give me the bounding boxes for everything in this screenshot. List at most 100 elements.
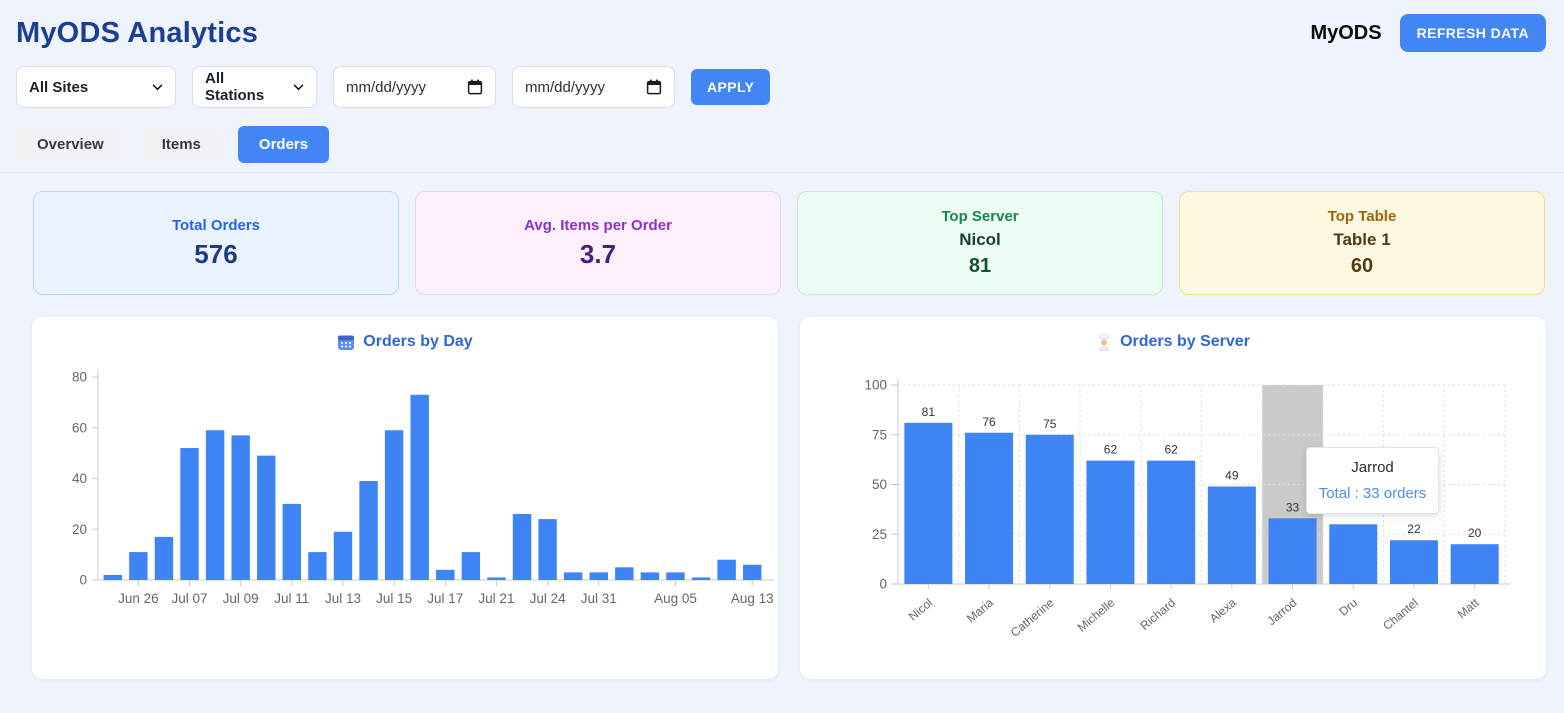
stat-label: Total Orders (171, 216, 261, 234)
chef-icon (1098, 333, 1110, 351)
day-bar-20[interactable] (615, 567, 634, 580)
day-bar-1[interactable] (129, 552, 148, 580)
refresh-data-button[interactable]: REFRESH DATA (1399, 14, 1546, 52)
tab-items[interactable]: Items (140, 126, 222, 163)
bar-value-label: 49 (1225, 468, 1239, 482)
bar-value-label: 33 (1286, 500, 1300, 514)
day-bar-17[interactable] (538, 519, 557, 580)
day-bar-18[interactable] (563, 572, 583, 580)
y-tick-label: 40 (72, 471, 87, 486)
day-bar-14[interactable] (461, 552, 481, 580)
day-bar-19[interactable] (589, 572, 608, 580)
date-from-input[interactable]: mm/dd/yyyy (333, 66, 496, 108)
stat-value: 60 (1350, 255, 1374, 277)
orders-by-server-title: Orders by Server (800, 333, 1546, 351)
y-tick-label: 75 (872, 427, 887, 442)
day-bar-5[interactable] (231, 435, 250, 580)
date-to-input[interactable]: mm/dd/yyyy (512, 66, 675, 108)
day-bar-15[interactable] (487, 577, 506, 580)
bar-value-label: 62 (1104, 443, 1118, 457)
x-category-label: Chantel (1380, 596, 1421, 633)
x-tick-label: Jul 24 (530, 591, 567, 606)
day-bar-24[interactable] (717, 559, 736, 580)
stat-value: 81 (968, 255, 992, 277)
app-header: MyODS Analytics MyODS REFRESH DATA (0, 0, 1564, 56)
bar-value-label: 81 (922, 405, 936, 419)
day-bar-23[interactable] (691, 577, 711, 580)
x-tick-label: Aug 13 (731, 591, 774, 606)
orders-by-day-card: Orders by Day 0 20 40 60 80 Jun 26 Jul 07 Jul 0… (32, 317, 778, 679)
server-bar-jarrod[interactable] (1268, 518, 1317, 584)
server-bar-catherine[interactable] (1025, 434, 1074, 584)
tooltip-title: Jarrod (1351, 459, 1394, 476)
server-bar-chantel[interactable] (1389, 540, 1438, 584)
day-bar-9[interactable] (333, 531, 353, 580)
x-tick-label: Jul 07 (172, 591, 208, 606)
y-tick-label: 0 (879, 577, 887, 592)
x-tick-label: Jun 26 (118, 591, 159, 606)
day-bar-10[interactable] (359, 481, 378, 580)
server-bar-nicol[interactable] (904, 422, 953, 584)
server-bar-alexa[interactable] (1207, 486, 1256, 584)
calendar-icon[interactable] (646, 79, 662, 95)
x-category-label: Michelle (1075, 595, 1118, 634)
x-tick-label: Jul 21 (478, 591, 514, 606)
stat-value: 3.7 (579, 238, 617, 269)
orders-by-day-title: Orders by Day (32, 333, 778, 351)
x-tick-label: Jul 11 (274, 591, 309, 606)
bar-value-label: 62 (1164, 443, 1178, 457)
apply-button[interactable]: APPLY (691, 69, 771, 105)
day-bar-3[interactable] (180, 448, 199, 580)
day-bar-4[interactable] (205, 430, 225, 580)
stat-name: Nicol (959, 230, 1001, 249)
orders-by-server-card: Orders by Server 0 25 50 75 100 81 Nicol 76 Mari… (800, 317, 1546, 679)
x-category-label: Dru (1336, 596, 1360, 619)
chart-title-text: Orders by Server (1120, 333, 1250, 350)
tooltip-body: Total : 33 orders (1318, 485, 1427, 502)
server-bar-michelle[interactable] (1086, 460, 1135, 584)
orders-by-day-chart[interactable]: 0 20 40 60 80 Jun 26 Jul 07 Jul 09 Jul 11 Jul 13 J… (32, 317, 778, 679)
station-select-value: All Stations (205, 70, 265, 104)
station-select[interactable]: All Stations (192, 66, 317, 108)
chart-tooltip: Jarrod Total : 33 orders (1306, 447, 1439, 514)
x-tick-label: Jul 13 (325, 591, 361, 606)
stat-name: Table 1 (1333, 230, 1391, 249)
top-table-card: Top Table Table 1 60 (1179, 191, 1545, 295)
server-bar-dru[interactable] (1329, 524, 1378, 584)
calendar-icon[interactable] (467, 79, 483, 95)
x-tick-label: Jul 17 (427, 591, 463, 606)
y-tick-label: 80 (72, 370, 87, 385)
day-bar-21[interactable] (640, 572, 660, 580)
avg-items-card: Avg. Items per Order 3.7 (415, 191, 781, 295)
day-bar-0[interactable] (103, 574, 122, 580)
day-bar-12[interactable] (410, 394, 429, 580)
date-from-value: mm/dd/yyyy (346, 78, 427, 96)
stat-cards-row: Total Orders 576 Avg. Items per Order 3.… (33, 191, 1545, 295)
day-bar-8[interactable] (308, 552, 327, 580)
day-bar-25[interactable] (743, 564, 762, 580)
day-bar-16[interactable] (512, 514, 532, 580)
chevron-down-icon (293, 83, 304, 90)
day-bar-22[interactable] (666, 572, 685, 580)
day-bar-6[interactable] (257, 455, 276, 580)
y-tick-label: 20 (72, 522, 87, 537)
tab-orders[interactable]: Orders (237, 126, 330, 163)
x-category-label: Jarrod (1264, 596, 1299, 629)
bar-value-label: 22 (1407, 522, 1421, 536)
orders-by-server-chart[interactable]: 0 25 50 75 100 81 Nicol 76 Maria 75 Catherine 62 Mic… (800, 317, 1546, 679)
x-tick-label: Aug 05 (654, 591, 697, 606)
tab-overview[interactable]: Overview (16, 126, 125, 163)
day-bar-11[interactable] (384, 430, 404, 580)
stat-value: 576 (194, 238, 238, 269)
chevron-down-icon (152, 83, 163, 90)
x-tick-label: Jul 31 (581, 591, 617, 606)
day-bar-2[interactable] (154, 536, 174, 580)
site-select[interactable]: All Sites (16, 66, 176, 108)
day-bar-7[interactable] (282, 503, 302, 580)
server-bar-richard[interactable] (1147, 460, 1196, 584)
date-to-value: mm/dd/yyyy (525, 78, 606, 96)
x-category-label: Alexa (1207, 595, 1239, 625)
server-bar-matt[interactable] (1450, 544, 1499, 584)
day-bar-13[interactable] (436, 569, 455, 580)
server-bar-maria[interactable] (965, 432, 1014, 584)
